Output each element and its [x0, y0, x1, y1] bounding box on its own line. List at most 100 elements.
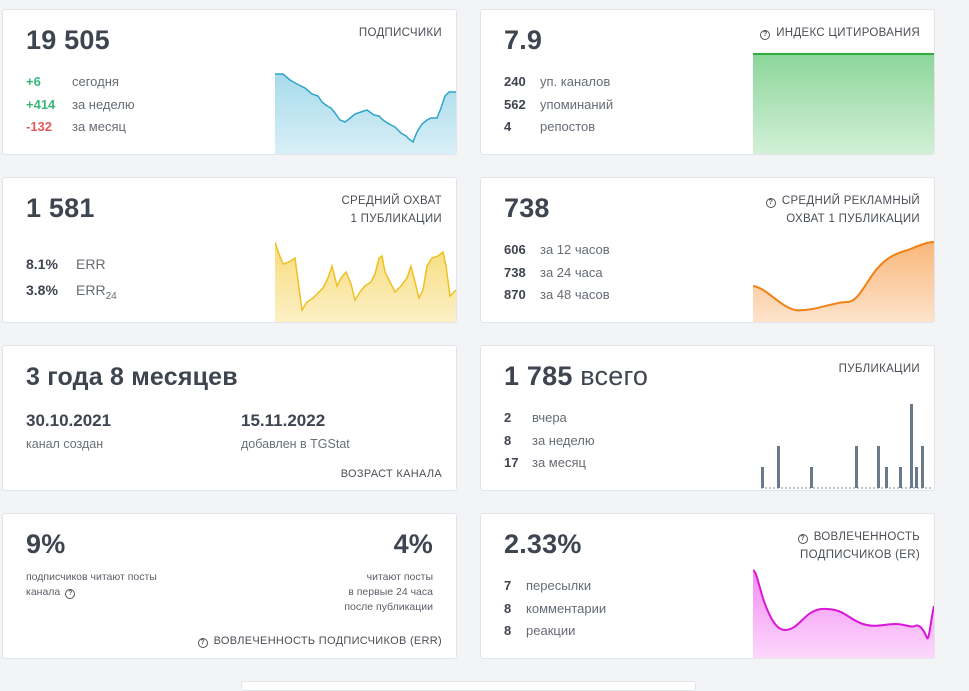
- stat-value: 17: [504, 455, 519, 470]
- next-card-stub: [241, 681, 696, 691]
- stat-text: ERR24: [76, 282, 117, 302]
- average-reach-card[interactable]: 1 581 СРЕДНИЙ ОХВАТ 1 ПУБЛИКАЦИИ 8.1% ERR …: [2, 177, 457, 323]
- stat-row: 4 репостов: [504, 116, 613, 139]
- stat-value: 562: [504, 96, 526, 112]
- publications-value: 1 785 всего: [504, 361, 649, 391]
- publications-bar-chart: [761, 404, 932, 489]
- ad-reach-label: ? СРЕДНИЙ РЕКЛАМНЫЙ ОХВАТ 1 ПУБЛИКАЦИИ: [765, 192, 920, 228]
- stat-value: +414: [26, 96, 56, 112]
- publications-stats: 2 вчера 8 за неделю 17 за месяц: [504, 407, 595, 475]
- channel-age-value: 3 года 8 месяцев: [26, 363, 238, 391]
- citation-sparkline: [753, 53, 934, 154]
- subscribers-card[interactable]: 19 505 ПОДПИСЧИКИ +6 сегодня +414 за недел…: [2, 9, 457, 155]
- help-icon[interactable]: ?: [65, 589, 76, 599]
- subscribers-label: ПОДПИСЧИКИ: [358, 27, 442, 39]
- created-label: канал создан: [26, 437, 104, 451]
- stat-row: 8 реакции: [504, 620, 606, 643]
- stat-row: 240 уп. каналов: [504, 71, 613, 94]
- stat-row: 17 за месяц: [504, 452, 595, 475]
- stat-row: 2 вчера: [504, 407, 595, 430]
- stat-row: 8.1% ERR: [26, 251, 117, 277]
- stat-row: -132 за месяц: [26, 116, 135, 139]
- help-icon[interactable]: ?: [760, 30, 771, 40]
- stat-text: за неделю: [72, 96, 135, 112]
- average-reach-value: 1 581: [26, 193, 95, 223]
- er-stats: 7 пересылки 8 комментарии 8 реакции: [504, 575, 606, 643]
- added-date: 15.11.2022: [241, 411, 326, 430]
- stat-row: 8 за неделю: [504, 430, 595, 453]
- stat-row: 562 упоминаний: [504, 94, 613, 117]
- stat-text: уп. каналов: [540, 74, 611, 89]
- help-icon[interactable]: ?: [797, 534, 808, 544]
- stat-row: 3.8% ERR24: [26, 277, 117, 310]
- citation-index-value: 7.9: [504, 25, 543, 55]
- stat-row: 606 за 12 часов: [504, 239, 610, 262]
- stat-text: за 12 часов: [540, 242, 610, 257]
- er-label: ? ВОВЛЕЧЕННОСТЬ ПОДПИСЧИКОВ (ER): [797, 528, 920, 564]
- subscribers-count: 19 505: [26, 25, 110, 55]
- stat-text: за месяц: [72, 119, 126, 134]
- stat-text: упоминаний: [540, 96, 614, 112]
- stat-value: 870: [504, 287, 526, 302]
- err-24h-text: читают посты в первые 24 часа после публ…: [344, 571, 433, 613]
- average-reach-label: СРЕДНИЙ ОХВАТ 1 ПУБЛИКАЦИИ: [341, 195, 442, 225]
- stat-value: +6: [26, 74, 41, 89]
- stat-row: 738 за 24 часа: [504, 262, 610, 285]
- stat-value: -132: [26, 119, 53, 134]
- channel-age-card[interactable]: 3 года 8 месяцев 30.10.2021 канал создан…: [2, 345, 457, 491]
- er-value: 2.33%: [504, 529, 582, 559]
- channel-age-label: ВОЗРАСТ КАНАЛА: [340, 468, 442, 480]
- citation-index-label: ? ИНДЕКС ЦИТИРОВАНИЯ: [760, 24, 920, 42]
- stat-row: +414 за неделю: [26, 94, 135, 117]
- stat-row: 870 за 48 часов: [504, 284, 610, 307]
- stat-text: за 24 часа: [540, 264, 603, 280]
- stat-value: 4: [504, 119, 512, 134]
- help-icon[interactable]: ?: [197, 638, 208, 648]
- stat-value: 8.1%: [26, 256, 58, 272]
- subscribers-sparkline: [275, 73, 456, 154]
- stat-value: 606: [504, 242, 526, 257]
- added-label: добавлен в TGStat: [241, 437, 350, 451]
- stat-text: ERR: [76, 256, 106, 272]
- stat-value: 7: [504, 578, 512, 593]
- stat-text: репостов: [540, 119, 596, 134]
- stat-text: за неделю: [532, 432, 595, 448]
- publications-label: ПУБЛИКАЦИИ: [838, 363, 920, 375]
- err-readers-text: подписчиков читают посты канала ?: [26, 571, 157, 599]
- stat-value: 8: [504, 623, 512, 638]
- ad-reach-card[interactable]: 738 ? СРЕДНИЙ РЕКЛАМНЫЙ ОХВАТ 1 ПУБЛИКАЦИИ…: [480, 177, 935, 323]
- er-sparkline: [753, 569, 934, 658]
- stat-value: 8: [504, 600, 512, 616]
- err-24h-percent: 4%: [393, 529, 433, 559]
- reach-stats: 8.1% ERR 3.8% ERR24: [26, 251, 117, 310]
- err-card[interactable]: 9% подписчиков читают посты канала ? 4% …: [2, 513, 457, 659]
- stat-text: реакции: [526, 623, 576, 638]
- ad-reach-sparkline: [753, 241, 934, 322]
- err-label: ? ВОВЛЕЧЕННОСТЬ ПОДПИСЧИКОВ (ERR): [197, 635, 442, 648]
- err-readers-percent: 9%: [26, 529, 66, 559]
- stat-text: комментарии: [526, 600, 607, 616]
- stat-value: 240: [504, 74, 526, 89]
- publications-card[interactable]: 1 785 всего ПУБЛИКАЦИИ 2 вчера 8 за неделю…: [480, 345, 935, 491]
- stat-value: 738: [504, 264, 526, 280]
- stat-value: 2: [504, 410, 512, 425]
- stat-text: вчера: [532, 410, 567, 425]
- stat-text: пересылки: [526, 578, 592, 593]
- stat-text: сегодня: [72, 74, 119, 89]
- citation-index-card[interactable]: 7.9 ? ИНДЕКС ЦИТИРОВАНИЯ 240 уп. каналов 5…: [480, 9, 935, 155]
- stat-value: 3.8%: [26, 282, 58, 298]
- ad-reach-value: 738: [504, 193, 550, 223]
- ad-reach-stats: 606 за 12 часов 738 за 24 часа 870 за 48 ча…: [504, 239, 610, 307]
- citation-stats: 240 уп. каналов 562 упоминаний 4 репостов: [504, 71, 613, 139]
- stat-row: 7 пересылки: [504, 575, 606, 598]
- help-icon[interactable]: ?: [765, 198, 776, 208]
- stat-row: 8 комментарии: [504, 598, 606, 621]
- stat-value: 8: [504, 432, 512, 448]
- stat-text: за 48 часов: [540, 287, 610, 302]
- stat-text: за месяц: [532, 455, 586, 470]
- er-card[interactable]: 2.33% ? ВОВЛЕЧЕННОСТЬ ПОДПИСЧИКОВ (ER) 7 пе…: [480, 513, 935, 659]
- created-date: 30.10.2021: [26, 411, 112, 430]
- reach-sparkline: [275, 242, 456, 322]
- subscribers-stats: +6 сегодня +414 за неделю -132 за месяц: [26, 71, 135, 139]
- stat-row: +6 сегодня: [26, 71, 135, 94]
